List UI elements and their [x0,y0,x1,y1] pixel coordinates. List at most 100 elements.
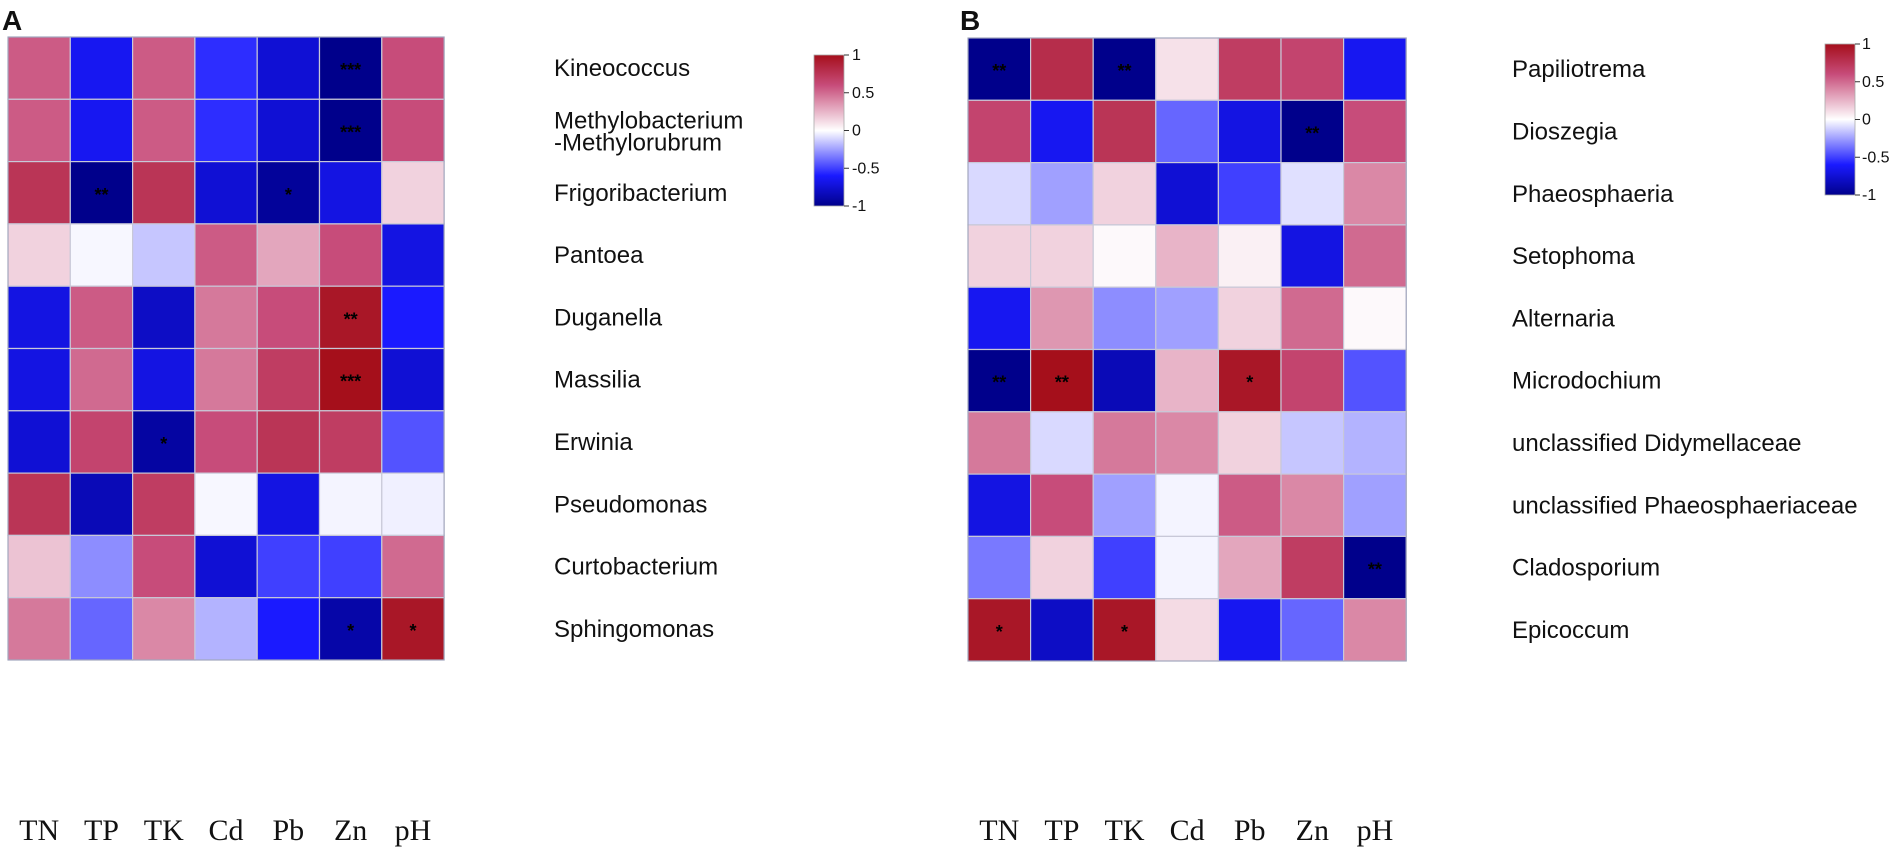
heatmap-cell [1280,37,1345,101]
heatmap-cell [69,161,134,225]
heatmap-cell [1029,348,1094,413]
heatmap-cell [1342,37,1407,101]
heatmap-cell [1092,348,1157,413]
heatmap-panel-a: A *** Kineococcus *** Methylobacterium-Methy… [2,5,880,847]
heatmap-cell [1342,162,1407,226]
heatmap-border [967,37,1407,662]
heatmap-cell [381,472,445,537]
heatmap-cell [1342,473,1407,538]
row-label: Phaeosphaeria [1512,181,1674,208]
legend-tick-label: -1 [852,198,866,215]
heatmap-cell [7,472,71,537]
legend-tick-label: 1 [1862,36,1871,53]
row-label: Kineococcus [554,55,690,82]
legend-color-bar [1824,43,1856,196]
column-label: Zn [1296,814,1329,847]
heatmap-cell [1092,99,1157,164]
heatmap-cell [1155,37,1220,101]
heatmap-cell [1155,473,1220,538]
heatmap-cell [1092,598,1157,662]
heatmap-cell [256,161,321,225]
column-label: TN [19,814,59,847]
heatmap-cell [1155,99,1220,164]
row-label: -Methylorubrum [554,129,722,156]
significance-marker: * [160,434,167,454]
significance-marker: *** [340,60,361,80]
heatmap-cell [1280,162,1345,226]
heatmap-cell [1092,162,1157,226]
legend-tick-label: 0 [852,123,861,140]
significance-marker: ** [1117,61,1131,81]
column-label: TP [84,814,119,847]
heatmap-cell [132,36,196,100]
heatmap-cell [7,534,71,599]
heatmap-cell [1029,286,1094,351]
heatmap-cell [194,161,258,225]
heatmap-cell [1280,411,1345,475]
heatmap-cell [69,534,134,599]
heatmap-cell [194,98,258,163]
heatmap-cell [1217,37,1282,101]
heatmap-cell [1217,162,1282,226]
heatmap-cell [256,36,321,100]
row-label: Pantoea [554,242,644,269]
heatmap-cell [1092,411,1157,475]
heatmap-cell [69,36,134,100]
heatmap-cell [132,472,196,537]
heatmap-cell [256,285,321,350]
heatmap-cell [381,161,445,225]
heatmap-cell [967,162,1032,226]
legend-tick-label: -0.5 [1862,149,1890,166]
heatmap-cell [1029,37,1094,101]
heatmap-cell [381,410,445,474]
heatmap-cell [1029,224,1094,288]
heatmap-cell [194,36,258,100]
row-label: Alternaria [1512,305,1615,332]
panel-letter: A [2,5,22,36]
heatmap-cell [194,223,258,287]
heatmap-cell [69,472,134,537]
heatmap-cell [318,285,383,350]
row-label: Duganella [554,304,663,331]
heatmap-cell [381,223,445,287]
row-label: Pseudomonas [554,491,707,518]
row-label: Dioszegia [1512,118,1618,145]
heatmap-cell [194,410,258,474]
heatmap-cell [381,98,445,163]
heatmap-cell [256,472,321,537]
heatmap-cell [194,597,258,661]
legend-tick-label: -1 [1862,187,1876,204]
heatmap-cell [256,347,321,412]
heatmap-cell [381,285,445,350]
heatmap-cell [256,597,321,661]
heatmap-cell [69,597,134,661]
column-label: TK [144,814,184,847]
heatmap-cell [967,37,1032,101]
heatmap-cell [1092,286,1157,351]
legend-tick-label: 0.5 [1862,74,1884,91]
heatmap-cell [69,223,134,287]
significance-marker: ** [1055,373,1069,393]
significance-marker: ** [992,373,1006,393]
row-label: Curtobacterium [554,554,718,581]
heatmap-cell [69,347,134,412]
heatmap-cell [381,36,445,100]
heatmap-cell [318,410,383,474]
heatmap-cell [381,534,445,599]
heatmap-cell [318,223,383,287]
heatmap-cell [7,223,71,287]
heatmap-cell [318,347,383,412]
heatmap-cell [132,161,196,225]
column-label: Cd [209,814,244,847]
heatmap-cell [69,410,134,474]
heatmap-cell [1280,535,1345,600]
significance-marker: * [1121,622,1128,642]
heatmap-cell [7,410,71,474]
heatmap-cell [1217,598,1282,662]
row-label: Methylobacterium [554,107,743,134]
row-label: unclassified Phaeosphaeriaceae [1512,492,1858,519]
row-label: Erwinia [554,429,633,456]
heatmap-cell [194,534,258,599]
heatmap-cell [1342,224,1407,288]
significance-marker: *** [340,122,361,142]
